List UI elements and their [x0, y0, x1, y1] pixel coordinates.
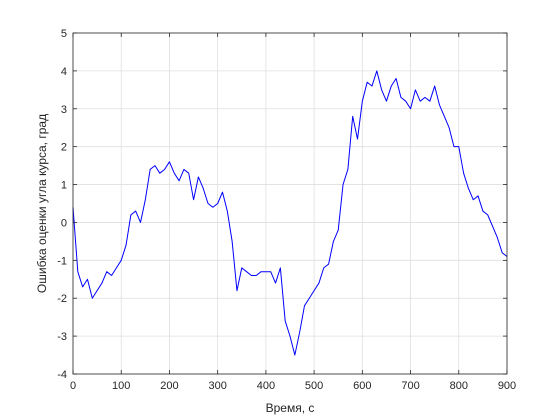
series-line-0	[72, 70, 508, 356]
x-tick-label: 100	[112, 380, 130, 392]
y-axis-title: Ошибка оценки угла курса, град	[35, 114, 49, 293]
y-tick-label: 0	[61, 217, 67, 229]
y-tick-label: 3	[61, 104, 67, 116]
ticks-layer	[72, 32, 508, 375]
y-tick-label: 5	[61, 28, 67, 40]
series-layer	[72, 70, 508, 356]
plot-area-background	[73, 33, 507, 374]
y-tick-label: -1	[57, 255, 67, 267]
x-tick-label: 200	[160, 380, 178, 392]
x-axis-title: Время, с	[266, 401, 315, 415]
y-tick-label: -3	[57, 331, 67, 343]
x-tick-label: 400	[257, 380, 275, 392]
tick-labels-layer: 0 100 200 300 400 500 600 700 800 900 -4 -3 -2 -1 0 1 2 3…	[57, 28, 516, 392]
y-tick-label: 1	[61, 180, 67, 192]
plot-area-border	[72, 32, 508, 375]
x-tick-label: 600	[353, 380, 371, 392]
x-tick-label: 500	[305, 380, 323, 392]
x-tick-label: 0	[70, 380, 76, 392]
y-tick-label: -4	[57, 369, 67, 381]
y-tick-label: 2	[61, 142, 67, 154]
y-tick-label: 4	[61, 66, 67, 78]
x-tick-label: 900	[498, 380, 516, 392]
x-tick-label: 300	[208, 380, 226, 392]
x-tick-label: 700	[401, 380, 419, 392]
x-tick-label: 800	[450, 380, 468, 392]
y-tick-label: -2	[57, 293, 67, 305]
